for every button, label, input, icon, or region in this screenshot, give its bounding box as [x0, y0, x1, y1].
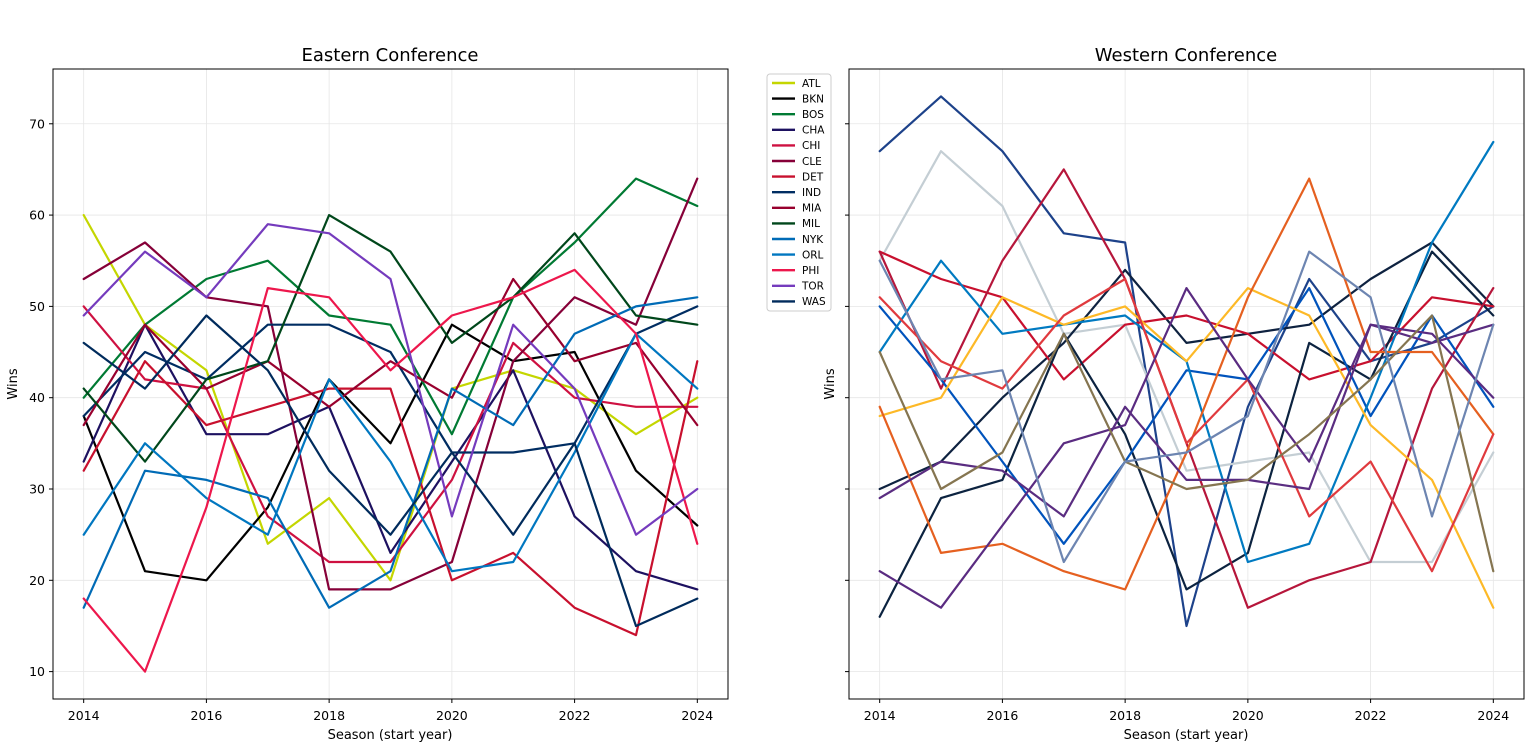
east-x-tick-label: 2024 [681, 708, 713, 723]
west-series-line-13 [878, 287, 1495, 609]
east-series-line-bkn [82, 323, 699, 582]
east-series-line-nyk [82, 296, 699, 609]
east-x-tick-label: 2018 [313, 708, 345, 723]
legend-label-cha: CHA [802, 125, 825, 137]
west-x-tick-label: 2018 [1109, 708, 1141, 723]
west-y-axis-label: Wins [823, 368, 838, 399]
east-x-tick-label: 2014 [68, 708, 100, 723]
east-series-line-cle [82, 177, 699, 591]
east-series-line-phi [82, 268, 699, 673]
western-conference-panel: 2014 2016 2018 2020 2022 2024 Western Confere… [823, 45, 1525, 743]
west-ticks: 2014 2016 2018 2020 2022 2024 [845, 123, 1509, 723]
east-y-tick-label: 70 [29, 116, 45, 131]
east-series-line-cha [82, 323, 699, 591]
east-x-tick-label: 2016 [191, 708, 223, 723]
east-series-lines [82, 177, 699, 673]
east-series-line-ind [82, 305, 699, 454]
legend-label-det: DET [802, 171, 824, 183]
west-x-tick-label: 2016 [987, 708, 1019, 723]
west-series-lines [878, 95, 1495, 628]
legend-label-ind: IND [802, 187, 821, 199]
west-series-line-9 [878, 287, 1495, 609]
west-x-tick-label: 2020 [1232, 708, 1264, 723]
west-x-tick-label: 2022 [1355, 708, 1387, 723]
west-series-line-5 [878, 250, 1495, 618]
west-series-line-3 [878, 241, 1495, 491]
east-y-tick-label: 60 [29, 208, 45, 223]
east-series-line-orl [82, 332, 699, 573]
west-series-line-1 [878, 95, 1495, 628]
east-series-line-tor [82, 223, 699, 536]
east-chart-title: Eastern Conference [302, 45, 479, 66]
legend-label-chi: CHI [802, 140, 820, 152]
east-x-axis-label: Season (start year) [328, 728, 453, 743]
east-plot-frame [52, 68, 729, 700]
west-series-line-4 [878, 250, 1495, 381]
west-series-line-7 [878, 287, 1495, 545]
west-series-line-2 [878, 150, 1495, 564]
east-y-tick-label: 20 [29, 573, 45, 588]
east-series-line-mia [82, 277, 699, 427]
west-series-line-15 [878, 250, 1495, 564]
west-x-tick-label: 2024 [1477, 708, 1509, 723]
east-series-line-det [82, 360, 699, 637]
east-x-tick-label: 2020 [436, 708, 468, 723]
west-series-line-11 [878, 277, 1495, 573]
legend: ATL BKN BOS CHA CHI CLE DET IND MIA MIL NYK ORL PHI T… [766, 73, 832, 312]
eastern-conference-panel: 2014 2016 2018 2020 2022 2024 10 20 30 40 50 60 70 E… [6, 45, 729, 743]
east-x-tick-label: 2022 [559, 708, 591, 723]
east-grid [53, 69, 728, 699]
legend-frame [766, 73, 832, 312]
legend-label-bkn: BKN [802, 93, 824, 105]
west-grid [849, 69, 1524, 699]
east-y-tick-label: 50 [29, 299, 45, 314]
legend-label-phi: PHI [802, 265, 819, 277]
east-ticks: 2014 2016 2018 2020 2022 2024 10 20 30 40 50 60 70 [29, 116, 713, 723]
legend-label-tor: TOR [801, 281, 824, 293]
east-series-line-bos [82, 177, 699, 436]
east-series-line-mil [82, 214, 699, 463]
east-y-tick-label: 40 [29, 390, 45, 405]
legend-label-was: WAS [802, 296, 826, 308]
legend-label-atl: ATL [802, 78, 821, 90]
east-series-line-atl [82, 214, 699, 582]
legend-label-mia: MIA [802, 203, 822, 215]
east-y-tick-label: 30 [29, 482, 45, 497]
east-y-tick-label: 10 [29, 664, 45, 679]
west-x-tick-label: 2014 [864, 708, 896, 723]
legend-label-mil: MIL [802, 218, 820, 230]
west-plot-frame [848, 68, 1525, 700]
legend-label-orl: ORL [802, 249, 824, 261]
legend-label-cle: CLE [802, 156, 822, 168]
west-series-line-12 [878, 323, 1495, 518]
west-series-line-14 [878, 314, 1495, 573]
legend-label-bos: BOS [802, 109, 824, 121]
west-x-axis-label: Season (start year) [1124, 728, 1249, 743]
east-series-line-chi [82, 305, 699, 564]
east-y-axis-label: Wins [6, 368, 21, 399]
east-series-line-was [82, 314, 699, 628]
legend-label-nyk: NYK [802, 234, 824, 246]
west-chart-title: Western Conference [1095, 45, 1277, 66]
